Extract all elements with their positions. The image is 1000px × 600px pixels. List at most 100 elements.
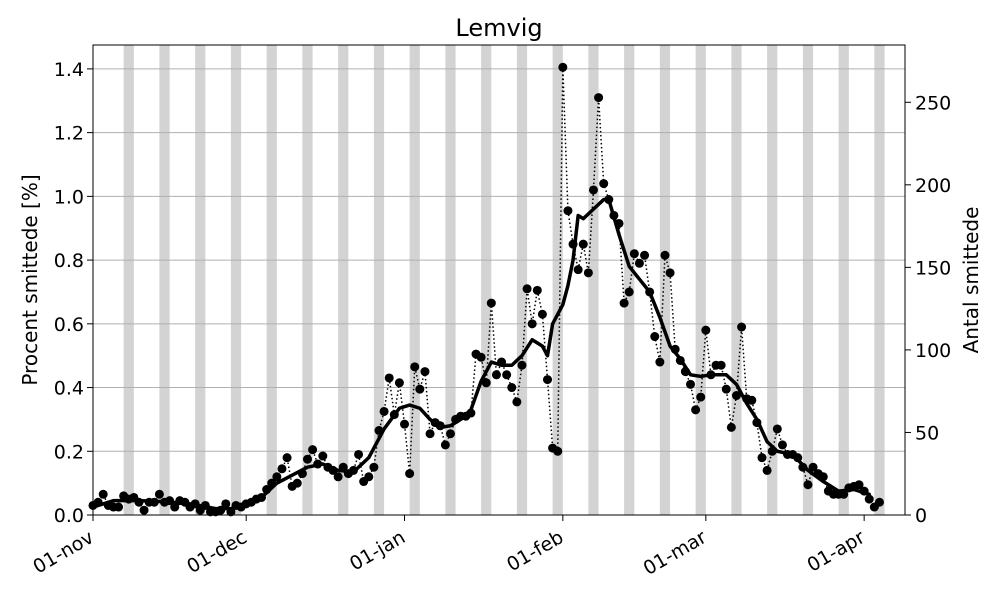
daily-data-point (619, 298, 629, 308)
weekend-band (838, 45, 849, 515)
daily-data-point (170, 502, 180, 512)
y2-tick-label: 200 (915, 175, 951, 197)
daily-data-point (578, 239, 588, 249)
daily-data-point (762, 465, 772, 475)
daily-data-point (716, 360, 726, 370)
daily-data-point (629, 249, 639, 259)
weekend-band (767, 45, 778, 515)
daily-data-point (874, 497, 884, 507)
daily-data-point (696, 392, 706, 402)
weekend-band (266, 45, 277, 515)
daily-data-point (640, 250, 650, 260)
daily-data-point (476, 352, 486, 362)
daily-data-point (537, 309, 547, 319)
daily-data-point (491, 370, 501, 380)
daily-data-point (737, 322, 747, 332)
daily-data-point (691, 405, 701, 415)
daily-data-point (512, 397, 522, 407)
daily-data-point (757, 453, 767, 463)
weekend-band (588, 45, 599, 515)
daily-data-point (543, 375, 553, 385)
daily-data-point (420, 367, 430, 377)
daily-data-point (665, 268, 675, 278)
y-axis-label: Procent smittede [%] (18, 174, 42, 385)
daily-data-point (650, 332, 660, 342)
weekend-band (338, 45, 349, 515)
daily-data-point (292, 478, 302, 488)
daily-data-point (553, 446, 563, 456)
y-tick-label: 0.2 (54, 441, 84, 463)
daily-data-point (655, 357, 665, 367)
daily-data-point (277, 464, 287, 474)
weekend-band (695, 45, 706, 515)
daily-data-point (394, 378, 404, 388)
daily-data-point (731, 391, 741, 401)
weekend-band (624, 45, 635, 515)
y2-axis-label: Antal smittede (959, 207, 983, 354)
daily-data-point (726, 422, 736, 432)
y2-tick-label: 0 (915, 505, 927, 527)
weekend-shading (123, 45, 885, 515)
daily-data-point (486, 298, 496, 308)
daily-data-point (139, 505, 149, 515)
daily-data-point (308, 445, 318, 455)
daily-data-point (425, 429, 435, 439)
daily-data-point (400, 419, 410, 429)
daily-data-point (624, 287, 634, 297)
daily-data-point (721, 384, 731, 394)
y-tick-label: 1.2 (54, 123, 84, 145)
daily-data-point (864, 494, 874, 504)
plot-frame (92, 44, 906, 516)
daily-data-point (364, 472, 374, 482)
weekend-band (516, 45, 528, 515)
daily-data-point (634, 258, 644, 268)
daily-data-point (803, 480, 813, 490)
daily-data-point (405, 469, 415, 479)
daily-data-point (415, 384, 425, 394)
weekend-band (445, 45, 456, 515)
y-tick-label: 0.0 (54, 505, 84, 527)
daily-data-point (522, 284, 532, 294)
daily-data-point (333, 472, 343, 482)
y-tick-label: 0.6 (54, 314, 84, 336)
daily-data-point (481, 378, 491, 388)
weekend-band (481, 45, 492, 515)
data-series (88, 62, 884, 517)
y2-tick-label: 50 (915, 422, 939, 444)
daily-data-point (114, 502, 124, 512)
daily-data-point (527, 319, 537, 329)
daily-data-point (221, 499, 231, 509)
y-tick-label: 1.0 (54, 186, 84, 208)
daily-data-point (379, 406, 389, 416)
daily-data-point (558, 62, 568, 72)
smoothed-trend-line (93, 197, 871, 511)
daily-data-point (660, 250, 670, 260)
chart-title: Lemvig (455, 14, 542, 42)
daily-data-point (369, 462, 379, 472)
daily-data-point (808, 462, 818, 472)
daily-data-point (854, 480, 864, 490)
daily-data-point (573, 265, 583, 275)
weekend-band (195, 45, 206, 515)
daily-data-point (594, 93, 604, 103)
weekend-band (159, 45, 170, 515)
daily-data-point (507, 383, 517, 393)
daily-data-point (583, 268, 593, 278)
daily-data-point (772, 424, 782, 434)
y2-tick-label: 150 (915, 257, 951, 279)
weekend-band (123, 45, 134, 515)
weekend-band (373, 45, 385, 515)
horizontal-grid (93, 68, 905, 452)
daily-data-point (747, 395, 757, 405)
weekend-band (230, 45, 242, 515)
weekend-band (731, 45, 742, 515)
daily-data-point (354, 449, 364, 459)
daily-data-point (532, 285, 542, 295)
y-tick-label: 1.4 (54, 59, 84, 81)
daily-data-point (588, 185, 598, 195)
weekend-band (302, 45, 313, 515)
daily-data-point (154, 489, 164, 499)
daily-data-point (517, 360, 527, 370)
